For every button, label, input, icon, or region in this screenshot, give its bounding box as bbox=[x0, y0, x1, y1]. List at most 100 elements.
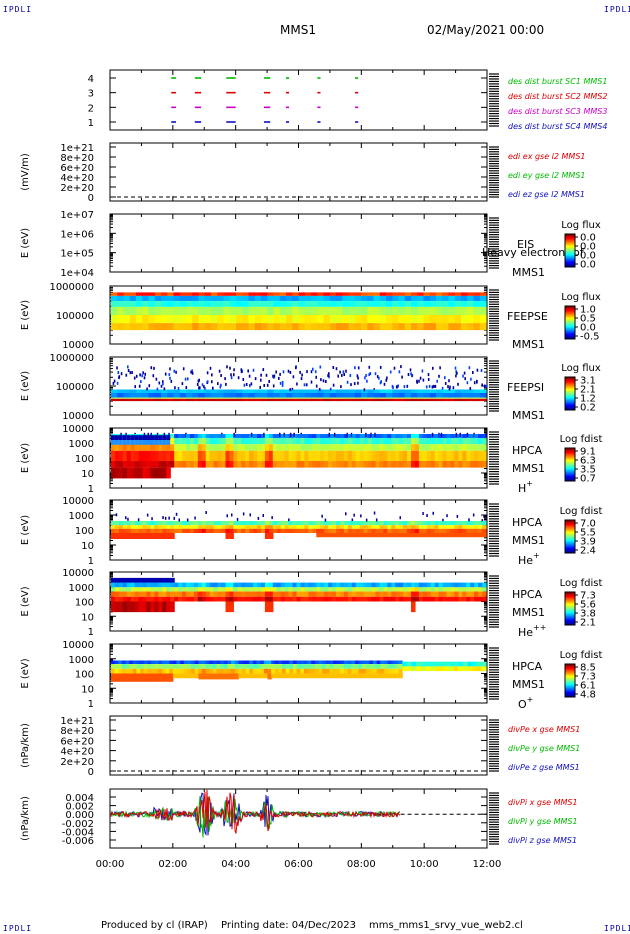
heatmap-cell bbox=[114, 596, 120, 602]
heatmap-speck bbox=[457, 382, 459, 386]
heatmap-speck bbox=[224, 377, 226, 381]
heatmap-cell bbox=[300, 587, 305, 592]
heatmap-cell bbox=[186, 521, 191, 526]
heatmap-cell bbox=[473, 393, 481, 398]
heatmap-cell bbox=[229, 306, 237, 315]
heatmap-speck bbox=[346, 432, 348, 437]
heatmap-cell bbox=[217, 582, 223, 588]
heatmap-cell bbox=[386, 397, 393, 399]
heatmap-speck bbox=[444, 376, 446, 380]
heatmap-cell bbox=[448, 295, 456, 302]
heatmap-speck bbox=[419, 376, 422, 380]
heatmap-cell bbox=[355, 533, 361, 538]
colorbar-cell bbox=[565, 604, 575, 606]
heatmap-cell bbox=[276, 521, 282, 526]
heatmap-cell bbox=[189, 582, 195, 588]
heatmap-cell bbox=[461, 295, 468, 302]
heatmap-cell bbox=[342, 292, 350, 296]
heatmap-cell bbox=[367, 444, 373, 451]
heatmap-cell bbox=[146, 582, 151, 588]
heatmap-cell bbox=[166, 461, 171, 468]
heatmap-cell bbox=[417, 315, 425, 324]
colorbar-cell bbox=[565, 336, 575, 338]
heatmap-cell bbox=[284, 438, 290, 445]
heatmap-cell bbox=[254, 397, 262, 399]
heatmap-speck bbox=[250, 382, 253, 386]
heatmap-cell bbox=[320, 525, 325, 529]
heatmap-cell bbox=[422, 591, 428, 597]
heatmap-cell bbox=[312, 461, 317, 468]
heatmap-cell bbox=[225, 596, 230, 602]
heatmap-cell bbox=[379, 301, 387, 307]
heatmap-cell bbox=[444, 661, 450, 667]
heatmap-cell bbox=[343, 660, 349, 664]
heatmap-cell bbox=[312, 434, 317, 439]
heatmap-cell bbox=[467, 323, 475, 331]
heatmap-cell bbox=[311, 660, 316, 664]
heatmap-cell bbox=[318, 668, 323, 674]
colorbar-cell bbox=[565, 601, 575, 603]
heatmap-cell bbox=[253, 461, 258, 468]
heatmap-cell bbox=[288, 582, 294, 588]
y-axis-label: E (eV) bbox=[20, 443, 31, 473]
colorbar-cell bbox=[565, 326, 575, 328]
heatmap-cell bbox=[182, 461, 187, 468]
heatmap-cell bbox=[174, 461, 179, 468]
heatmap-speck bbox=[370, 432, 372, 437]
colorbar-cell bbox=[565, 253, 575, 255]
heatmap-speck bbox=[120, 372, 123, 376]
heatmap-speck bbox=[305, 383, 308, 387]
heatmap-cell bbox=[257, 587, 262, 592]
heatmap-cell bbox=[197, 450, 203, 461]
heatmap-cell bbox=[417, 398, 425, 402]
heatmap-cell bbox=[371, 438, 376, 445]
heatmap-cell bbox=[466, 438, 471, 445]
colorbar-cell bbox=[565, 473, 575, 475]
heatmap-cell bbox=[342, 295, 350, 302]
heatmap-cell bbox=[129, 664, 134, 669]
heatmap-cell bbox=[422, 444, 428, 451]
heatmap-cell bbox=[478, 582, 483, 588]
heatmap-cell bbox=[180, 668, 185, 674]
heatmap-cell bbox=[481, 661, 487, 667]
heatmap-cell bbox=[399, 591, 404, 597]
heatmap-cell bbox=[361, 295, 368, 302]
heatmap-cell bbox=[423, 389, 431, 393]
heatmap-cell bbox=[189, 591, 195, 597]
heatmap-cell bbox=[245, 587, 250, 592]
y-axis-label: E (eV) bbox=[20, 658, 31, 688]
heatmap-cell bbox=[404, 301, 412, 307]
heatmap-cell bbox=[192, 393, 200, 398]
heatmap-cell bbox=[237, 461, 242, 468]
heatmap-cell bbox=[336, 438, 341, 445]
heatmap-cell bbox=[130, 596, 136, 602]
colorbar-cell bbox=[565, 254, 575, 256]
heatmap-speck bbox=[203, 385, 205, 389]
heatmap-cell bbox=[482, 587, 487, 592]
heatmap-cell bbox=[229, 601, 234, 613]
heatmap-cell bbox=[111, 587, 116, 592]
y-tick-label: 100 bbox=[75, 598, 94, 609]
heatmap-speck bbox=[466, 381, 469, 385]
heatmap-cell bbox=[233, 525, 238, 529]
heatmap-cell bbox=[363, 528, 369, 533]
heatmap-cell bbox=[261, 582, 266, 588]
heatmap-cell bbox=[288, 438, 294, 445]
heatmap-cell bbox=[379, 323, 387, 331]
heatmap-cell bbox=[280, 521, 286, 526]
heatmap-cell bbox=[154, 440, 159, 445]
heatmap-cell bbox=[186, 450, 191, 461]
colorbar-cell bbox=[565, 674, 575, 676]
heatmap-cell bbox=[216, 673, 221, 680]
heatmap-cell bbox=[430, 444, 436, 451]
heatmap-cell bbox=[233, 434, 238, 439]
heatmap-cell bbox=[386, 323, 393, 331]
heatmap-cell bbox=[317, 397, 325, 399]
heatmap-cell bbox=[289, 673, 294, 679]
heatmap-cell bbox=[148, 306, 156, 315]
heatmap-cell bbox=[324, 528, 329, 533]
heatmap-cell bbox=[411, 306, 418, 315]
heatmap-cell bbox=[176, 668, 181, 674]
heatmap-speck bbox=[425, 385, 428, 389]
